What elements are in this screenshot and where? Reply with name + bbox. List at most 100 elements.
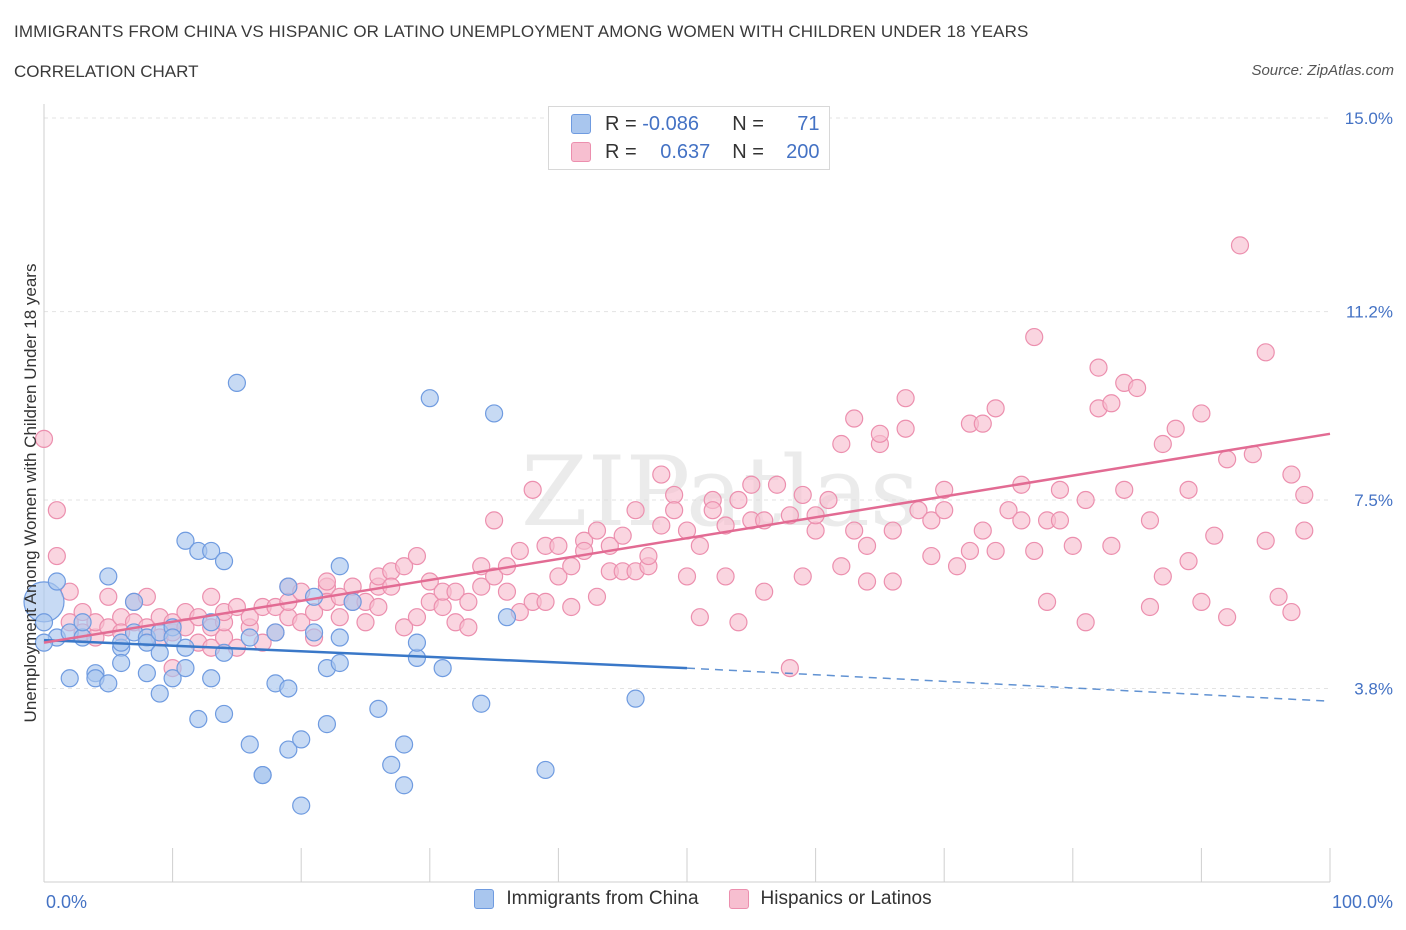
- hisp-point: [47, 546, 66, 566]
- china-point: [227, 373, 246, 392]
- hisp-point: [1050, 480, 1070, 499]
- china-point: [292, 796, 311, 815]
- hisp-point: [394, 557, 414, 576]
- hisp-point: [767, 475, 787, 494]
- y-tick-label: 7.5%: [1354, 491, 1393, 510]
- china-point: [330, 653, 349, 673]
- china-point: [112, 653, 131, 673]
- hisp-point: [973, 521, 992, 540]
- legend-item-hisp[interactable]: Hispanics or Latinos: [728, 888, 932, 910]
- hisp-point: [292, 613, 311, 632]
- china-point: [330, 628, 349, 647]
- china-point: [176, 531, 195, 550]
- hisp-point: [1282, 465, 1301, 484]
- hisp-r-label: R =: [605, 140, 643, 163]
- china-point: [189, 709, 208, 729]
- chart-subtitle: CORRELATION CHART: [14, 62, 199, 81]
- hisp-point: [793, 485, 812, 505]
- hisp-point: [999, 501, 1018, 520]
- y-tick-label: 11.2%: [1346, 303, 1393, 322]
- hisp-point: [626, 501, 645, 520]
- china-point: [394, 735, 414, 754]
- hisp-point: [1102, 536, 1121, 555]
- hisp-point: [652, 465, 671, 484]
- hisp-point: [587, 521, 607, 540]
- hisp-point: [1140, 511, 1160, 530]
- china-point: [176, 658, 195, 678]
- hisp-point: [986, 399, 1005, 418]
- chart-title: IMMIGRANTS FROM CHINA VS HISPANIC OR LAT…: [14, 22, 1029, 41]
- china-point: [73, 613, 92, 632]
- china-point: [214, 552, 234, 571]
- china-n-value: 71: [797, 112, 820, 135]
- hisp-point: [755, 582, 774, 601]
- hisp-point: [1269, 587, 1288, 606]
- hisp-point: [947, 557, 967, 576]
- hisp-point: [1050, 511, 1070, 530]
- hisp-n-label: N =: [732, 140, 770, 163]
- china-point: [137, 633, 156, 652]
- hisp-point: [677, 567, 697, 586]
- hisp-point: [356, 613, 375, 632]
- china-point: [317, 715, 337, 734]
- china-point: [485, 404, 504, 423]
- china-points: [23, 373, 645, 815]
- china-point: [433, 658, 452, 678]
- hisp-point: [845, 409, 864, 428]
- china-point: [279, 740, 298, 759]
- china-point: [292, 730, 311, 749]
- x-tick-label: 0.0%: [46, 892, 87, 912]
- hisp-point: [986, 541, 1005, 561]
- hisp-point: [793, 567, 812, 586]
- legend-label-china: Immigrants from China: [506, 888, 699, 909]
- hisp-point: [549, 536, 568, 555]
- hisp-point: [1205, 526, 1224, 545]
- hisp-point: [1076, 490, 1095, 510]
- china-point: [394, 776, 414, 795]
- hisp-point: [485, 511, 504, 530]
- china-point: [253, 765, 272, 785]
- hisp-point: [1115, 480, 1134, 499]
- hisp-point: [729, 490, 748, 510]
- china-point: [279, 679, 298, 698]
- hisp-point: [34, 429, 54, 449]
- hisp-point: [690, 608, 709, 627]
- hisp-point: [870, 424, 890, 443]
- hisp-point: [1102, 394, 1121, 413]
- x-tick-label: 100.0%: [1332, 892, 1393, 912]
- legend-label-hisp: Hispanics or Latinos: [760, 888, 932, 909]
- hisp-point: [587, 587, 607, 606]
- china-point: [330, 557, 349, 576]
- hisp-point: [1153, 567, 1172, 586]
- china-point: [202, 669, 221, 688]
- legend-row-hisp: R = 0.637 N = 200: [571, 139, 820, 165]
- hisp-point: [613, 526, 632, 545]
- hisp-point: [446, 582, 465, 601]
- china-point: [202, 613, 221, 632]
- hisp-point: [960, 541, 980, 561]
- hisp-point: [1295, 485, 1314, 505]
- hisp-point: [832, 434, 851, 454]
- hisp-point: [1179, 552, 1198, 571]
- hisp-point: [780, 506, 799, 525]
- hisp-point: [857, 572, 877, 591]
- hisp-point: [1256, 531, 1275, 550]
- legend-item-china[interactable]: Immigrants from China: [474, 888, 699, 910]
- hisp-point: [973, 414, 992, 433]
- hisp-point: [819, 490, 838, 510]
- china-point: [47, 572, 66, 591]
- hisp-point: [536, 592, 555, 611]
- hisp-point: [665, 485, 684, 505]
- hisp-point: [433, 597, 452, 617]
- hisp-point: [317, 572, 337, 591]
- hisp-point: [1192, 592, 1211, 611]
- y-tick-label: 15.0%: [1345, 109, 1393, 128]
- labels-layer: 3.8% 7.5% 11.2% 15.0% 0.0% 100.0%: [46, 109, 1393, 912]
- hisp-swatch: [571, 142, 591, 162]
- hisp-point: [1025, 541, 1044, 561]
- hisp-point: [1282, 602, 1301, 622]
- china-point: [163, 669, 182, 688]
- hisp-point: [922, 546, 941, 566]
- hisp-point: [857, 536, 877, 555]
